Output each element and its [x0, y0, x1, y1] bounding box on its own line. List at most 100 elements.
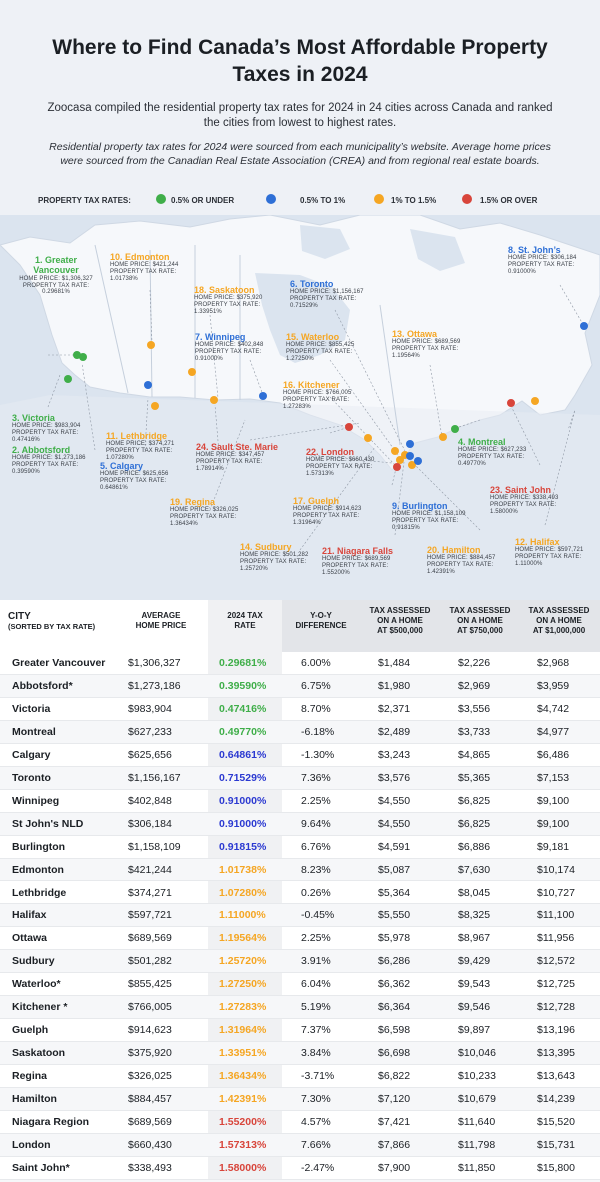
- city-dot: [406, 452, 414, 460]
- cell-tax-500k: $6,286: [378, 955, 411, 968]
- cell-rate: 0.91815%: [219, 840, 267, 853]
- cell-tax-750k: $9,897: [458, 1024, 491, 1037]
- table-row: Waterloo* $855,425 1.27250% 6.04% $6,362 $9,5…: [0, 973, 600, 997]
- map-label: 17. Guelph HOME PRICE: $914,623 PROPERTY…: [293, 496, 362, 527]
- province-border: [379, 304, 401, 446]
- cell-city: Edmonton: [12, 863, 64, 876]
- cell-price: $627,233: [128, 725, 172, 738]
- map-label: 4. Montreal HOME PRICE: $627,233 PROPERT…: [458, 437, 527, 468]
- cell-city: Guelph: [12, 1024, 49, 1037]
- row-divider: [0, 1041, 600, 1043]
- cell-city: Saint John*: [12, 1161, 70, 1174]
- city-dot: [414, 457, 422, 465]
- cell-tax-500k: $2,489: [378, 725, 411, 738]
- city-dot: [144, 381, 152, 389]
- header-price: AVERAGE HOME PRICE: [135, 611, 187, 630]
- page-title: Where to Find Canada’s Most Affordable P…: [52, 36, 548, 86]
- header-tax-1m: TAX ASSESSED ON A HOME AT $1,000,000: [528, 606, 590, 635]
- row-divider: [0, 1155, 600, 1157]
- cell-price: $1,306,327: [128, 657, 181, 669]
- cell-tax-1m: $6,486: [537, 748, 570, 761]
- tax-table: CITY (SORTED BY TAX RATE) AVERAGE HOME P…: [0, 600, 600, 1182]
- cell-tax-750k: $10,679: [458, 1093, 496, 1106]
- city-dot: [408, 461, 416, 469]
- table-row: Calgary $625,656 0.64861% -1.30% $3,243 $4,86…: [0, 744, 600, 767]
- table-row: Montreal $627,233 0.49770% -6.18% $2,489 $3,7…: [0, 720, 600, 744]
- table-row: Halifax $597,721 1.11000% -0.45% $5,550 $8,32…: [0, 904, 600, 928]
- city-dot: [64, 375, 72, 383]
- cell-tax-500k: $3,243: [378, 748, 411, 761]
- cell-yoy: 8.70%: [301, 702, 331, 715]
- map-label: 1. Greater Vancouver HOME PRICE: $1,306,…: [19, 255, 93, 296]
- row-divider: [0, 719, 600, 721]
- cell-price: $1,156,167: [128, 771, 181, 784]
- cell-city: Montreal: [12, 725, 56, 738]
- header-city: CITY (SORTED BY TAX RATE): [8, 611, 96, 632]
- cell-yoy: 2.25%: [301, 794, 331, 807]
- cell-tax-1m: $12,725: [537, 978, 575, 991]
- cell-rate: 1.25720%: [219, 955, 267, 968]
- city-dot: [188, 368, 196, 376]
- map-label: 3. Victoria HOME PRICE: $983,904 PROPERT…: [12, 413, 81, 444]
- cell-city: Kitchener *: [12, 1001, 68, 1014]
- cell-city: Regina: [12, 1070, 48, 1083]
- cell-rate: 1.27283%: [219, 1001, 267, 1014]
- table-row: Sudbury $501,282 1.25720% 3.91% $6,286 $9,429…: [0, 950, 600, 974]
- row-divider: [0, 972, 600, 974]
- cell-rate: 1.57313%: [219, 1138, 267, 1151]
- cell-tax-1m: $12,572: [537, 955, 575, 968]
- legend-item: 1% TO 1.5%: [391, 196, 437, 205]
- cell-yoy: 7.36%: [301, 771, 331, 784]
- cell-tax-750k: $2,226: [458, 657, 491, 669]
- map-label: 15. Waterloo HOME PRICE: $855,425 PROPER…: [286, 332, 355, 363]
- map-label: 20. Hamilton HOME PRICE: $884,457 PROPER…: [427, 545, 496, 576]
- row-divider: [0, 1064, 600, 1066]
- map-graphic: [0, 215, 600, 600]
- cell-price: $374,271: [128, 886, 172, 899]
- table-row: Greater Vancouver $1,306,327 0.29681% 6.00%…: [0, 652, 600, 675]
- cell-tax-750k: $3,556: [458, 702, 491, 715]
- row-divider: [0, 1018, 600, 1020]
- cell-tax-500k: $6,362: [378, 978, 411, 991]
- cell-tax-500k: $1,980: [378, 679, 411, 692]
- cell-price: $338,493: [128, 1161, 172, 1174]
- cell-tax-1m: $2,968: [537, 657, 570, 669]
- row-divider: [0, 811, 600, 813]
- cell-city: Lethbridge: [12, 886, 67, 899]
- cell-tax-750k: $9,429: [458, 955, 491, 968]
- row-divider: [0, 765, 600, 767]
- city-dot: [531, 397, 539, 405]
- us-land: [0, 395, 600, 600]
- cell-tax-750k: $9,546: [458, 1001, 491, 1014]
- table-row: Edmonton $421,244 1.01738% 8.23% $5,087 $7,63…: [0, 858, 600, 882]
- table-header: CITY (SORTED BY TAX RATE) AVERAGE HOME P…: [0, 600, 600, 652]
- city-dots: [64, 322, 588, 471]
- map-label: 19. Regina HOME PRICE: $326,025 PROPERTY…: [170, 497, 239, 528]
- cell-tax-1m: $11,100: [537, 909, 575, 922]
- cell-tax-1m: $4,742: [537, 702, 570, 715]
- city-dot: [580, 322, 588, 330]
- cell-tax-750k: $3,733: [458, 725, 491, 738]
- table-row: Lethbridge $374,271 1.07280% 0.26% $5,364 $8,…: [0, 882, 600, 905]
- map-label: 7. Winnipeg HOME PRICE: $402,848 PROPERT…: [195, 332, 264, 363]
- hudson-bay: [255, 273, 350, 363]
- cell-tax-1m: $15,800: [537, 1161, 575, 1174]
- table-row: Niagara Region $689,569 1.55200% 4.57% $7,42…: [0, 1111, 600, 1134]
- cell-tax-1m: $12,728: [537, 1001, 575, 1014]
- table-row: Sault Ste. Marie$347,4571.78914%3.98%$8,…: [0, 1179, 600, 1182]
- map-label: 5. Calgary HOME PRICE: $625,656 PROPERTY…: [100, 461, 169, 492]
- city-dot: [364, 434, 372, 442]
- map-label: 22. London HOME PRICE: $660,430 PROPERTY…: [306, 447, 375, 478]
- row-divider: [0, 673, 600, 675]
- arctic-island: [300, 225, 350, 259]
- city-dot: [396, 456, 404, 464]
- cell-tax-1m: $10,727: [537, 886, 575, 899]
- cell-tax-500k: $4,591: [378, 840, 411, 853]
- cell-yoy: -6.18%: [301, 725, 335, 738]
- red-dot-icon: [462, 194, 472, 204]
- cell-price: $914,623: [128, 1024, 172, 1037]
- cell-tax-750k: $10,233: [458, 1070, 496, 1083]
- cell-tax-750k: $4,865: [458, 748, 491, 761]
- cell-price: $501,282: [128, 955, 172, 968]
- cell-rate: 1.01738%: [219, 863, 267, 876]
